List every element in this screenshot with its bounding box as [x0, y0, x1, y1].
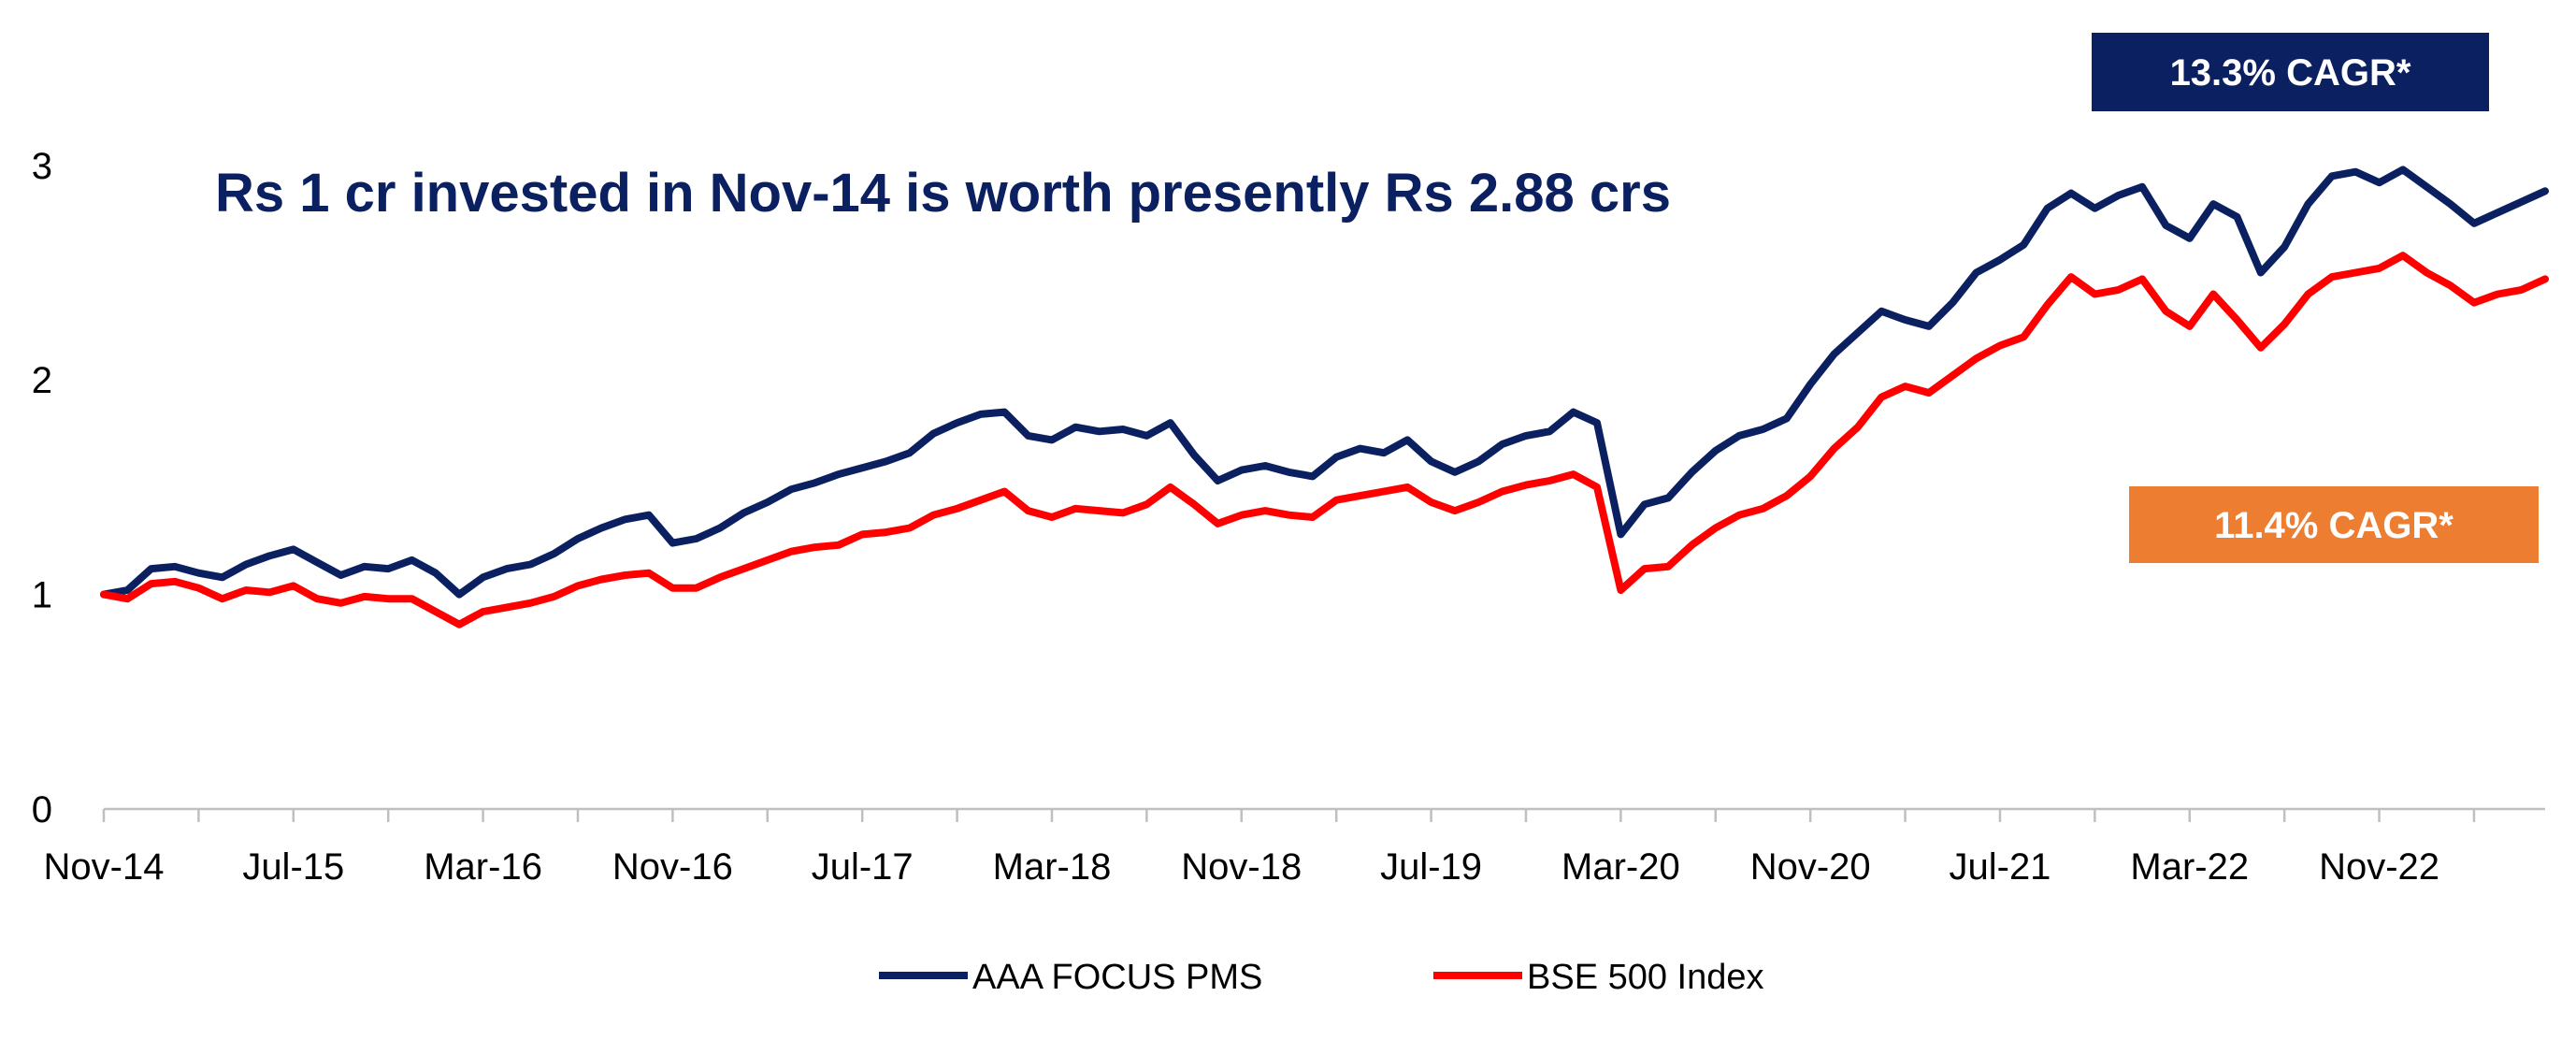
badge-background [2092, 33, 2489, 111]
x-tick-label: Nov-18 [1181, 846, 1302, 888]
x-tick-label: Jul-19 [1380, 846, 1482, 888]
x-tick-label: Mar-16 [424, 846, 542, 888]
series-line-aaa-focus-pms [100, 166, 2549, 599]
chart-annotation: Rs 1 cr invested in Nov-14 is worth pres… [215, 163, 1671, 224]
x-axis: Nov-14 Jul-15 Mar-16 Nov-16 Jul-17 Mar-18 Nov-… [44, 807, 2545, 888]
series-line-bse-500-index [100, 252, 2549, 628]
x-tick-label: Nov-16 [612, 846, 733, 888]
chart-legend: AAA FOCUS PMS BSE 500 Index [879, 958, 1764, 997]
x-tick-label: Jul-17 [812, 846, 914, 888]
x-tick-label: Nov-14 [44, 846, 165, 888]
x-tick-label: Nov-20 [1750, 846, 1871, 888]
legend-label: BSE 500 Index [1527, 958, 1764, 997]
x-tick-label: Mar-18 [993, 846, 1112, 888]
x-tick-label: Mar-22 [2130, 846, 2249, 888]
legend-item: AAA FOCUS PMS [879, 958, 1262, 997]
y-tick-label: 2 [32, 360, 52, 401]
badge-text: 13.3% CAGR* [2170, 52, 2411, 94]
badge-background [2129, 486, 2539, 563]
y-axis-ticks: 0 1 2 3 [32, 146, 52, 831]
x-tick-label: Jul-21 [1949, 846, 2051, 888]
x-tick-label: Jul-15 [242, 846, 344, 888]
y-tick-label: 1 [32, 575, 52, 616]
bse-cagr-badge: 11.4% CAGR* [2129, 486, 2539, 563]
y-tick-label: 0 [32, 789, 52, 831]
series-lines [100, 166, 2549, 628]
x-tick-label: Mar-20 [1561, 846, 1680, 888]
legend-label: AAA FOCUS PMS [972, 958, 1262, 997]
aaa-cagr-badge: 13.3% CAGR* [2092, 33, 2489, 111]
legend-item: BSE 500 Index [1433, 958, 1764, 997]
cagr-badges: 13.3% CAGR* 11.4% CAGR* [2092, 33, 2539, 563]
x-tick-label: Nov-22 [2319, 846, 2439, 888]
badge-text: 11.4% CAGR* [2214, 505, 2454, 546]
y-tick-label: 3 [32, 146, 52, 187]
